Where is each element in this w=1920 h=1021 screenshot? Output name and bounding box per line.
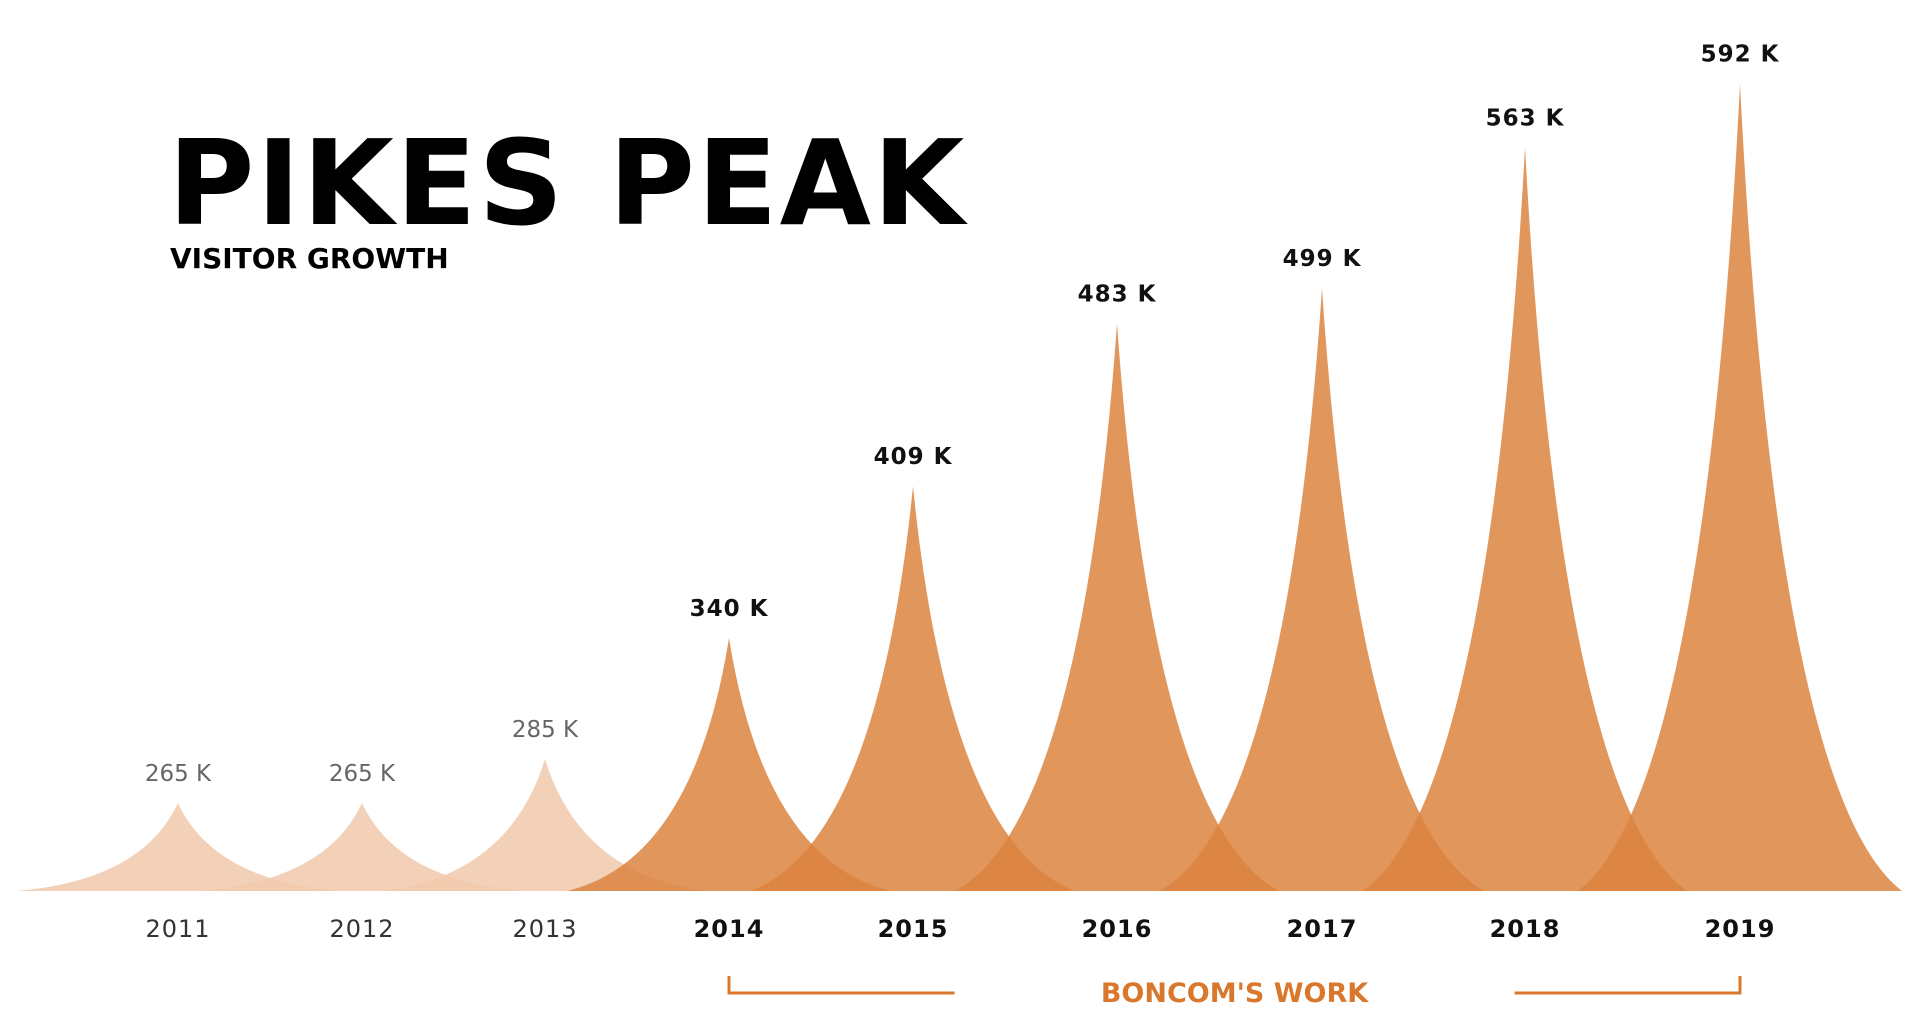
value-label: 409 K bbox=[874, 444, 953, 470]
peak bbox=[383, 759, 707, 891]
peak bbox=[1363, 147, 1687, 891]
x-tick-label: 2013 bbox=[512, 915, 577, 943]
peak bbox=[200, 803, 524, 891]
x-tick-label: 2014 bbox=[694, 915, 765, 943]
peak bbox=[955, 323, 1279, 891]
peak bbox=[751, 486, 1075, 891]
annotation-text: BONCOM'S WORK bbox=[1101, 978, 1369, 1009]
value-label: 340 K bbox=[690, 596, 769, 622]
value-label: 285 K bbox=[512, 717, 579, 743]
x-tick-label: 2015 bbox=[878, 915, 949, 943]
value-label: 592 K bbox=[1701, 42, 1780, 68]
chart-title: PIKES PEAK bbox=[168, 114, 969, 252]
x-tick-label: 2016 bbox=[1082, 915, 1153, 943]
annotation-bracket bbox=[727, 976, 1742, 995]
labels: 265 K 2011 265 K 2012 285 K 2013 340 K 2014 409 … bbox=[145, 42, 1780, 1009]
x-tick-label: 2012 bbox=[329, 915, 394, 943]
x-tick-label: 2018 bbox=[1490, 915, 1561, 943]
x-tick-label: 2011 bbox=[145, 915, 210, 943]
peak bbox=[567, 638, 891, 891]
value-label: 265 K bbox=[145, 761, 212, 787]
peak bbox=[16, 803, 340, 891]
value-label: 499 K bbox=[1283, 246, 1362, 272]
value-label: 265 K bbox=[329, 761, 396, 787]
peaks bbox=[16, 83, 1902, 892]
peak bbox=[1578, 83, 1902, 892]
value-label: 483 K bbox=[1078, 281, 1157, 307]
chart-subtitle: VISITOR GROWTH bbox=[170, 242, 449, 275]
x-tick-label: 2019 bbox=[1705, 915, 1776, 943]
x-tick-label: 2017 bbox=[1287, 915, 1358, 943]
value-label: 563 K bbox=[1486, 105, 1565, 131]
peak bbox=[1160, 288, 1484, 891]
